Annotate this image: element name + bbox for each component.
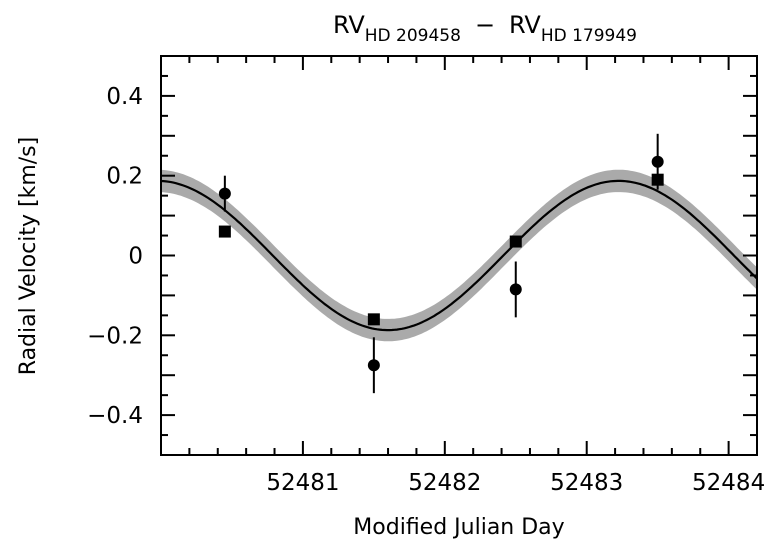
axis-ticks: 52481 52482 52483 52484 −0.4 −0.2 0 0.2 0.4 <box>87 56 765 496</box>
data-points <box>218 133 664 394</box>
model-line <box>160 179 758 332</box>
model-curve <box>160 179 758 332</box>
x-tick-label: 52482 <box>408 470 481 496</box>
data-point-circle <box>218 187 231 200</box>
y-tick-label: −0.4 <box>87 403 143 429</box>
y-tick-label: −0.2 <box>87 323 143 349</box>
x-axis-label: Modified Julian Day <box>353 515 564 540</box>
y-tick-label: 0.2 <box>106 164 143 190</box>
data-point-circle <box>367 359 380 372</box>
data-point-square <box>651 173 664 186</box>
data-point-square <box>509 235 522 248</box>
x-tick-label: 52483 <box>550 470 623 496</box>
model-uncertainty-band <box>161 169 757 342</box>
data-point-circle <box>509 283 522 296</box>
plot-frame <box>160 55 758 456</box>
y-axis-label: Radial Velocity [km/s] <box>16 137 41 375</box>
uncertainty-band <box>161 169 757 342</box>
chart-title: RVHD 209458− RVHD 179949 <box>333 11 637 46</box>
y-tick-label: 0 <box>128 244 143 270</box>
x-tick-label: 52484 <box>692 470 765 496</box>
y-tick-label: 0.4 <box>106 84 143 110</box>
data-point-square <box>367 313 380 326</box>
data-point-square <box>218 225 231 238</box>
x-tick-label: 52481 <box>266 470 339 496</box>
data-point-circle <box>651 155 664 168</box>
